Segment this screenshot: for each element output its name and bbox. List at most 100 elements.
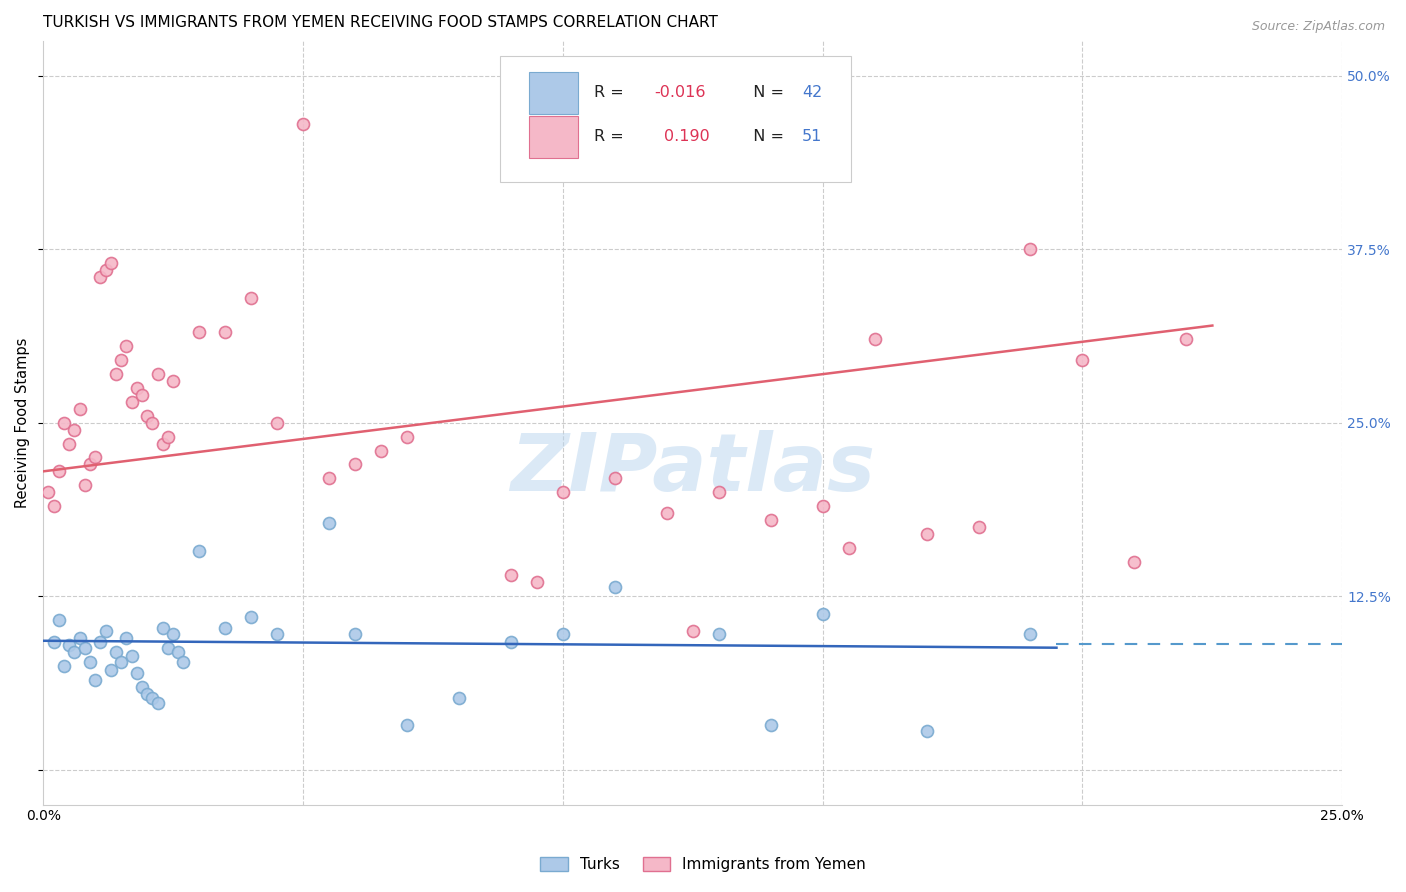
Point xyxy=(318,516,340,530)
Point xyxy=(146,696,169,710)
Point xyxy=(370,443,392,458)
Point xyxy=(499,568,522,582)
Point xyxy=(141,690,163,705)
Point xyxy=(811,499,834,513)
Point xyxy=(48,613,70,627)
Text: 51: 51 xyxy=(801,128,823,144)
Point xyxy=(707,485,730,500)
Point xyxy=(156,430,179,444)
Point xyxy=(551,627,574,641)
Point xyxy=(915,724,938,739)
Point xyxy=(759,513,782,527)
Point xyxy=(343,458,366,472)
Point xyxy=(759,718,782,732)
Point xyxy=(73,478,96,492)
Point xyxy=(292,117,315,131)
Point xyxy=(84,450,107,465)
Point xyxy=(1071,353,1094,368)
Point xyxy=(526,575,548,590)
Point xyxy=(214,326,236,340)
Point xyxy=(838,541,860,555)
Text: N =: N = xyxy=(744,86,790,100)
Point xyxy=(100,256,122,270)
Point xyxy=(115,339,138,353)
Point xyxy=(967,520,990,534)
Point xyxy=(915,526,938,541)
Point xyxy=(89,635,111,649)
Point xyxy=(1019,627,1042,641)
Point xyxy=(266,416,288,430)
Point xyxy=(53,416,76,430)
Legend: Turks, Immigrants from Yemen: Turks, Immigrants from Yemen xyxy=(533,849,873,880)
Point xyxy=(136,687,159,701)
Text: ZIPatlas: ZIPatlas xyxy=(510,430,875,508)
Point xyxy=(48,464,70,478)
Point xyxy=(63,423,86,437)
Y-axis label: Receiving Food Stamps: Receiving Food Stamps xyxy=(15,337,30,508)
Point xyxy=(551,485,574,500)
Point xyxy=(110,655,132,669)
Text: -0.016: -0.016 xyxy=(654,86,706,100)
Point xyxy=(167,645,190,659)
Bar xyxy=(529,116,578,158)
Point xyxy=(240,291,263,305)
Text: N =: N = xyxy=(744,128,790,144)
Point xyxy=(1175,333,1198,347)
Point xyxy=(131,388,153,402)
Point xyxy=(110,353,132,368)
Point xyxy=(79,655,101,669)
Point xyxy=(115,631,138,645)
Point xyxy=(188,543,211,558)
Point xyxy=(121,395,143,409)
Point xyxy=(1123,555,1146,569)
Point xyxy=(94,263,117,277)
Point xyxy=(121,648,143,663)
Point xyxy=(42,635,65,649)
Point xyxy=(214,621,236,635)
Point xyxy=(94,624,117,638)
Point xyxy=(63,645,86,659)
Text: 42: 42 xyxy=(801,86,823,100)
Text: TURKISH VS IMMIGRANTS FROM YEMEN RECEIVING FOOD STAMPS CORRELATION CHART: TURKISH VS IMMIGRANTS FROM YEMEN RECEIVI… xyxy=(44,15,718,30)
Point xyxy=(156,640,179,655)
Point xyxy=(79,458,101,472)
Point xyxy=(162,374,184,388)
Point xyxy=(104,645,127,659)
Bar xyxy=(529,72,578,114)
Point xyxy=(58,436,80,450)
Point xyxy=(603,580,626,594)
Point xyxy=(682,624,704,638)
Point xyxy=(343,627,366,641)
Point xyxy=(146,367,169,381)
Point xyxy=(395,718,418,732)
Point xyxy=(1019,242,1042,256)
Point xyxy=(603,471,626,485)
Point xyxy=(131,680,153,694)
Point xyxy=(69,401,91,416)
Point xyxy=(89,269,111,284)
Point xyxy=(37,485,59,500)
FancyBboxPatch shape xyxy=(501,56,851,182)
Point xyxy=(125,381,148,395)
Point xyxy=(240,610,263,624)
Text: R =: R = xyxy=(593,128,628,144)
Point xyxy=(152,621,174,635)
Point xyxy=(53,658,76,673)
Text: 0.190: 0.190 xyxy=(664,128,710,144)
Point xyxy=(58,638,80,652)
Point xyxy=(69,631,91,645)
Point xyxy=(162,627,184,641)
Point xyxy=(100,663,122,677)
Point xyxy=(499,635,522,649)
Point xyxy=(863,333,886,347)
Point xyxy=(395,430,418,444)
Point xyxy=(188,326,211,340)
Point xyxy=(136,409,159,423)
Point xyxy=(104,367,127,381)
Point xyxy=(73,640,96,655)
Point xyxy=(141,416,163,430)
Point xyxy=(42,499,65,513)
Point xyxy=(707,627,730,641)
Point xyxy=(84,673,107,687)
Point xyxy=(266,627,288,641)
